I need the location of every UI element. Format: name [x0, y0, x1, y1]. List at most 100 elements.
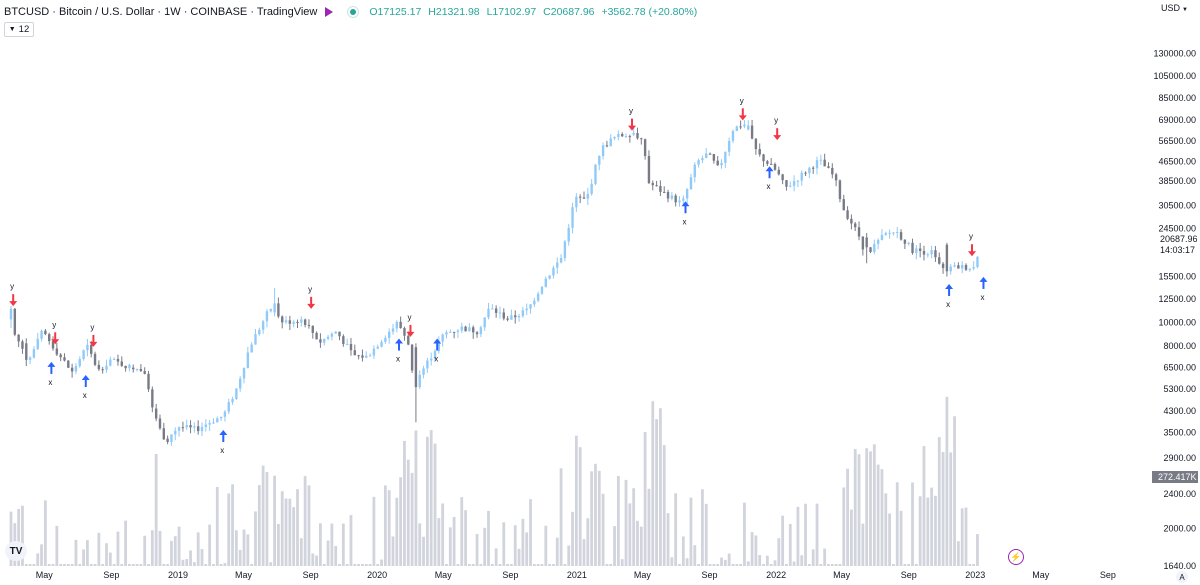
candle-body	[663, 191, 666, 193]
candle-body	[720, 162, 723, 166]
countdown-label: 14:03:17	[1160, 245, 1195, 255]
candle-body	[865, 237, 868, 248]
candle-body	[705, 153, 708, 159]
volume-bar	[124, 520, 127, 566]
lightning-icon[interactable]: ⚡	[1008, 549, 1024, 565]
volume-bar	[823, 548, 827, 566]
sell-signal: y	[9, 282, 18, 307]
candle-body	[521, 310, 525, 316]
candle-body	[567, 227, 570, 242]
candle-body	[892, 232, 895, 234]
buy-arrow-head	[765, 166, 774, 172]
volume-bar	[101, 564, 105, 566]
price-tick: 3500.00	[1163, 428, 1196, 438]
sell-arrow-head	[968, 251, 977, 257]
volume-bar	[89, 564, 93, 566]
market-status-icon[interactable]	[347, 6, 360, 18]
volume-bar	[376, 564, 380, 566]
candle-body	[888, 232, 891, 234]
flag-icon[interactable]	[325, 7, 334, 17]
candle-body	[876, 239, 880, 244]
time-tick: 2020	[367, 570, 387, 580]
candle-body	[525, 308, 528, 311]
volume-bar	[330, 523, 334, 566]
currency-label: USD	[1161, 3, 1181, 13]
sell-signal: y	[738, 96, 747, 121]
candle-body	[911, 242, 914, 254]
volume-bar	[468, 564, 471, 566]
volume-bar	[36, 553, 40, 566]
symbol-title[interactable]: BTCUSD · Bitcoin / U.S. Dollar · 1W · CO…	[4, 6, 318, 18]
buy-arrow-head	[47, 361, 56, 367]
price-tick: 4300.00	[1163, 406, 1196, 416]
volume-bar	[97, 532, 101, 566]
volume-bar	[234, 530, 238, 566]
signal-label: y	[10, 282, 14, 291]
candle-body	[445, 332, 448, 335]
candle-body	[769, 163, 773, 165]
volume-bar	[574, 435, 578, 566]
time-tick: 2023	[965, 570, 985, 580]
volume-bar	[238, 549, 242, 566]
volume-bar	[494, 548, 498, 566]
currency-selector[interactable]: USD ▼	[1161, 3, 1188, 13]
candle-body	[380, 341, 383, 347]
candle-body	[815, 160, 819, 169]
chevron-down-icon: ▼	[1182, 7, 1188, 13]
volume-bar	[502, 522, 506, 566]
candle-body	[403, 328, 406, 336]
candle-body	[407, 335, 410, 345]
volume-bar	[212, 564, 215, 566]
volume-bar	[273, 475, 276, 566]
candle-body	[269, 309, 272, 312]
candle-body	[598, 155, 601, 165]
candle-body	[857, 227, 861, 237]
candle-body	[945, 244, 949, 272]
candle-body	[957, 265, 960, 269]
candle-body	[196, 426, 200, 432]
candle-body	[181, 427, 185, 429]
volume-bar	[521, 518, 525, 566]
candle-body	[831, 167, 834, 175]
candle-body	[735, 126, 738, 131]
candle-body	[464, 326, 467, 332]
interval-selector[interactable]: ▼ 12	[4, 22, 34, 37]
volume-bar	[834, 564, 838, 566]
candle-body	[25, 343, 28, 360]
candle-body	[838, 180, 842, 200]
time-tick: Sep	[103, 570, 119, 580]
volume-bar	[735, 564, 739, 566]
signal-label: y	[407, 313, 411, 322]
volume-bar	[590, 471, 594, 566]
volume-bar	[762, 564, 765, 566]
volume-bar	[112, 564, 116, 566]
sell-arrow-head	[307, 303, 316, 309]
tradingview-logo-icon[interactable]: TV	[5, 541, 27, 561]
volume-bar	[154, 453, 158, 566]
volume-bar	[59, 564, 63, 566]
volume-bar	[147, 564, 150, 566]
candle-body	[491, 308, 494, 310]
candle-body	[246, 352, 250, 368]
volume-bar	[842, 487, 846, 566]
volume-bar	[552, 564, 555, 566]
volume-bar	[105, 543, 108, 566]
volume-bar	[47, 564, 51, 566]
candle-body	[277, 303, 280, 317]
price-tick: 2000.00	[1163, 524, 1196, 534]
candle-body	[960, 264, 964, 269]
candle-body	[326, 336, 330, 339]
candle-body	[854, 223, 857, 228]
time-tick: Sep	[502, 570, 518, 580]
candle-body	[441, 334, 444, 342]
volume-bar	[609, 564, 613, 566]
auto-scale-button[interactable]: A	[1176, 571, 1188, 583]
candle-body	[743, 124, 746, 127]
price-tick: 69000.00	[1158, 115, 1196, 125]
signal-label: x	[946, 300, 950, 309]
volume-bar	[487, 510, 490, 566]
volume-bar	[326, 540, 330, 566]
volume-bar	[219, 564, 223, 566]
volume-bar	[82, 549, 85, 566]
